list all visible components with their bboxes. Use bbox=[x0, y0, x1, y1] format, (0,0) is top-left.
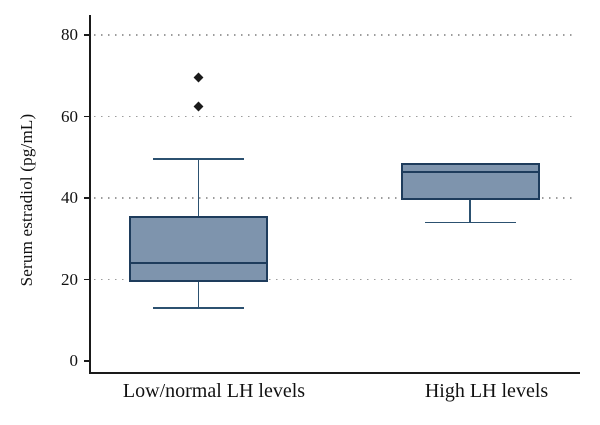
lower-whisker-high-lh-levels bbox=[469, 200, 471, 223]
box-high-lh-levels bbox=[400, 163, 540, 201]
y-tick-40 bbox=[84, 197, 90, 199]
outlier-low-normal-lh-levels-1 bbox=[193, 72, 204, 83]
outlier-low-normal-lh-levels-0 bbox=[193, 101, 204, 112]
y-tick-label-80: 80 bbox=[61, 25, 78, 44]
y-tick-label-0: 0 bbox=[69, 351, 79, 370]
lower-whisker-low-normal-lh-levels bbox=[197, 281, 200, 309]
plot-area bbox=[89, 15, 580, 374]
y-tick-label-40: 40 bbox=[61, 188, 78, 207]
x-category-label-high-lh-levels: High LH levels bbox=[424, 380, 549, 402]
gridline-60 bbox=[94, 115, 576, 118]
x-category-label-low-normal-lh-levels: Low/normal LH levels bbox=[122, 380, 306, 402]
upper-whisker-low-normal-lh-levels bbox=[197, 159, 200, 217]
y-axis-title: Serum estradiol (pg/mL) bbox=[17, 113, 36, 287]
median-high-lh-levels bbox=[400, 170, 540, 173]
y-tick-0 bbox=[84, 360, 90, 362]
y-tick-60 bbox=[84, 115, 90, 118]
y-tick-label-20: 20 bbox=[61, 269, 78, 289]
y-tick-20 bbox=[84, 278, 90, 281]
median-low-normal-lh-levels bbox=[129, 262, 268, 265]
y-tick-label-60: 60 bbox=[61, 106, 78, 126]
gridline-40 bbox=[94, 197, 576, 199]
upper-whisker-cap-low-normal-lh-levels bbox=[153, 158, 244, 161]
lower-whisker-cap-high-lh-levels bbox=[424, 221, 516, 224]
box-low-normal-lh-levels bbox=[129, 216, 268, 282]
lower-whisker-cap-low-normal-lh-levels bbox=[153, 307, 244, 309]
gridline-20 bbox=[94, 278, 576, 281]
y-tick-80 bbox=[84, 34, 90, 36]
gridline-80 bbox=[94, 34, 576, 36]
